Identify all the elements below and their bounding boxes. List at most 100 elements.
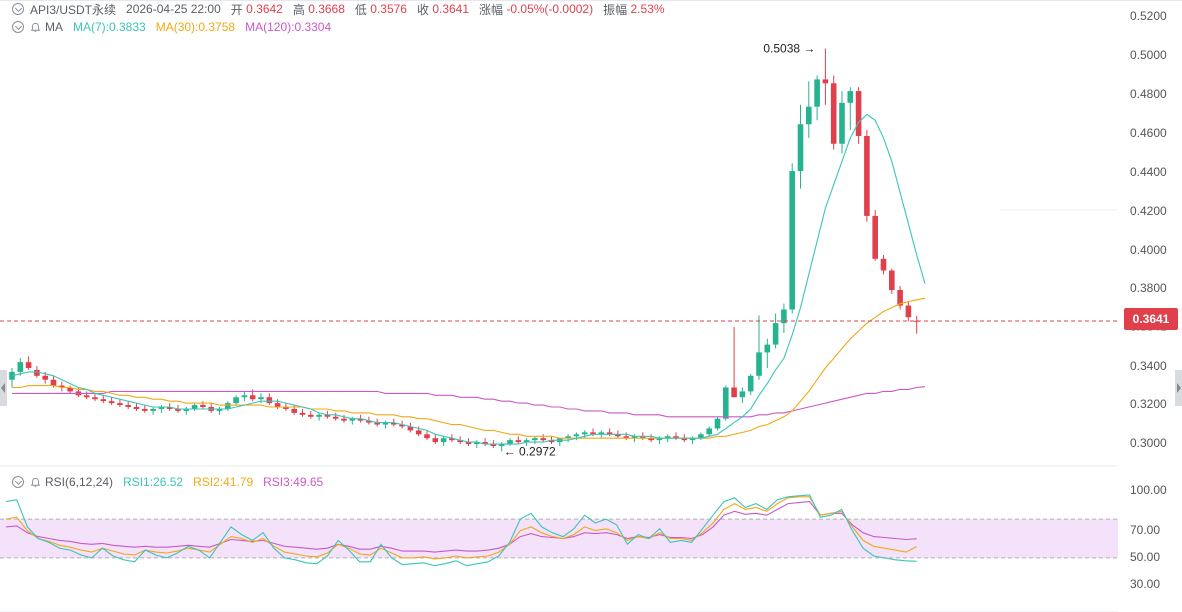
candle-body [332,416,339,419]
candle-body [324,414,331,417]
candle-body [92,397,98,400]
candle-body [175,408,181,411]
candle-body [200,405,206,407]
candle-body [25,362,32,368]
candle-body [59,385,65,388]
ma7-line [11,113,926,445]
candle-body [598,432,605,435]
low-label: 低 [354,2,367,17]
candle-body [855,91,862,136]
candle-body [308,414,314,417]
candle-body [681,438,688,441]
candle-body [258,397,264,400]
candle-body [382,422,389,425]
candle-body [889,270,895,290]
candle-body [631,436,638,439]
candle-body [581,432,588,435]
candle-body [490,444,497,446]
candle-body [108,401,115,404]
symbol-label: API3/USDT永续 [30,2,117,17]
candle-body [548,440,555,443]
high-value: 0.3668 [308,2,345,16]
candle-body [391,422,397,425]
ma120-value: MA(120):0.3304 [245,20,332,34]
candle-body [797,124,804,172]
rsi3-value: RSI3:49.65 [263,475,324,489]
alert-bell-icon[interactable] [30,477,41,488]
close-label: 收 [416,2,429,17]
price-axis-tick: 0.4000 [1130,243,1167,257]
last-price-tag: 0.3641 [1124,308,1178,330]
rsi1-value: RSI1:26.52 [123,475,184,489]
candle-body [299,412,306,415]
candle-body [698,434,704,439]
price-axis-tick: 0.3800 [1130,281,1167,295]
candle-body [424,434,430,439]
rsi2-line [5,496,917,560]
candle-body [274,403,281,407]
candle-body [117,403,123,406]
candle-body [714,418,721,429]
candle-body [474,442,480,445]
candle-body [606,432,613,435]
rsi1-line [5,494,917,567]
price-axis-tick: 0.4800 [1130,87,1167,101]
candle-body [673,436,679,439]
candle-body [507,440,513,445]
ma120-line [12,386,926,418]
collapse-chevron-icon[interactable] [12,21,24,33]
alert-bell-icon[interactable] [30,22,41,33]
candle-body [623,436,629,439]
rsi-legend-row: RSI(6,12,24) RSI1:26.52 RSI2:41.79 RSI3:… [12,473,323,491]
candle-body [897,290,903,306]
candle-body [664,436,671,439]
candle-body [565,436,571,439]
candle-body [872,215,878,259]
candle-body [615,434,621,437]
scroll-right-handle[interactable] [1175,370,1182,406]
ma30-value: MA(30):0.3758 [155,20,236,34]
ohlc-info-row: API3/USDT永续 2026-04-25 22:00 开 0.3642 高 … [12,0,665,18]
amplitude-value: 2.53% [630,2,665,16]
change-label: 涨幅 [479,2,504,17]
candle-datetime: 2026-04-25 22:00 [126,2,221,16]
candle-body [482,442,488,445]
candle-body [498,444,505,446]
ma30-line [12,297,926,439]
rsi-axis-tick: 50.00 [1130,550,1161,564]
candle-body [747,375,754,392]
collapse-chevron-icon[interactable] [12,3,24,15]
candle-body [781,309,787,324]
candle-body [731,387,737,398]
candle-body [540,438,546,441]
collapse-chevron-icon[interactable] [12,476,24,488]
candle-body [191,405,198,409]
candle-body [913,320,920,322]
candle-body [449,438,455,441]
candle-body [457,440,463,443]
candle-body [150,408,156,411]
candle-body [806,106,812,125]
candle-body [515,440,522,443]
candle-body [42,375,48,380]
candle-body [142,408,148,411]
price-axis-tick: 0.3400 [1130,359,1167,373]
candle-body [357,418,364,421]
candle-body [399,424,405,427]
candle-body [839,102,845,144]
candle-body [407,426,414,431]
change-value: -0.05%(-0.0002) [506,2,594,16]
scroll-left-handle[interactable] [0,370,7,406]
candle-body [158,407,165,409]
candle-body [67,387,73,392]
candle-body [706,428,712,435]
candle-body [415,430,422,435]
price-axis-tick: 0.3000 [1130,436,1167,450]
candle-body [847,91,854,103]
candle-body [349,418,356,421]
open-label: 开 [230,2,243,17]
candle-body [739,391,746,398]
candle-body [50,379,57,386]
